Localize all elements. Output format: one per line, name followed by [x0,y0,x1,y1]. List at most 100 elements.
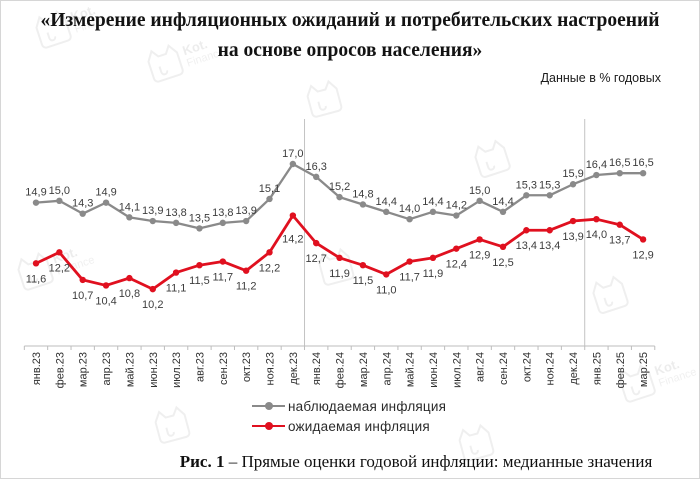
x-axis-label: ноя.24 [545,352,557,385]
data-point-expected-inflation [523,227,530,234]
data-label-expected-inflation: 11,2 [236,281,257,293]
data-point-observed-inflation [429,208,437,216]
figure-caption: Рис. 1 – Прямые оценки годовой инфляции:… [1,452,699,472]
data-label-observed-inflation: 16,5 [609,157,630,169]
data-label-expected-inflation: 12,4 [446,259,467,271]
x-axis-label: мар.24 [358,352,370,387]
x-axis-label: май.23 [124,352,136,387]
data-label-expected-inflation: 13,7 [609,235,630,247]
data-point-observed-inflation [593,171,600,179]
data-point-expected-inflation [639,236,647,243]
figure-caption-number: Рис. 1 [179,452,225,471]
data-label-expected-inflation: 12,2 [259,262,280,274]
data-point-observed-inflation [32,199,40,206]
data-point-expected-inflation [499,243,507,250]
data-label-observed-inflation: 13,9 [142,205,163,217]
data-point-expected-inflation [336,254,343,262]
chart-legend: наблюдаемая инфляция ожидаемая инфляция [1,397,699,435]
x-axis-label: дек.23 [288,352,300,385]
data-label-expected-inflation: 12,7 [305,253,326,265]
data-label-observed-inflation: 15,0 [49,185,70,197]
x-axis-label: дек.24 [568,352,580,385]
data-label-observed-inflation: 14,4 [492,196,513,208]
data-label-observed-inflation: 15,3 [539,179,560,191]
data-label-expected-inflation: 10,7 [72,290,93,302]
x-axis-label: май.24 [405,352,417,387]
data-label-expected-inflation: 11,6 [26,273,47,285]
data-label-expected-inflation: 10,2 [142,299,163,311]
data-point-expected-inflation [616,221,623,228]
data-label-observed-inflation: 14,9 [25,187,46,199]
data-label-expected-inflation: 12,9 [632,249,653,261]
data-point-expected-inflation [359,262,367,269]
watermark-kot-finance [309,244,357,291]
data-point-expected-inflation [219,258,226,265]
data-label-observed-inflation: 14,1 [119,201,140,213]
x-axis-label: сен.24 [498,352,510,385]
data-point-observed-inflation [406,216,413,223]
x-axis-label: ноя.23 [265,352,277,385]
data-point-observed-inflation [289,160,297,168]
data-point-observed-inflation [313,173,320,181]
data-point-expected-inflation [453,245,460,252]
cat-logo-icon [318,247,355,286]
data-point-observed-inflation [569,181,577,188]
data-label-observed-inflation: 15,9 [562,168,583,180]
data-label-expected-inflation: 10,8 [119,288,140,300]
data-label-expected-inflation: 11,0 [376,284,397,296]
data-point-observed-inflation [336,193,343,201]
data-point-expected-inflation [546,227,553,234]
data-point-expected-inflation [32,260,40,267]
data-point-observed-inflation [453,212,460,219]
x-axis-label: авг.24 [475,352,487,382]
data-point-expected-inflation [196,262,203,269]
cat-logo-icon [306,79,343,118]
legend-item-observed: наблюдаемая инфляция [252,397,448,415]
data-point-expected-inflation [383,271,390,278]
data-label-expected-inflation: 11,9 [329,268,350,280]
watermark-kot-finance [297,76,345,123]
data-label-observed-inflation: 17,0 [282,148,303,160]
data-label-expected-inflation: 12,2 [49,262,70,274]
x-axis-label: апр.23 [101,352,113,385]
legend-line-sample-red [252,422,285,431]
data-point-observed-inflation [56,197,63,204]
cat-logo-icon [474,139,511,178]
legend-marker-icon [265,402,273,411]
watermark-kot-finance [582,272,632,321]
data-label-expected-inflation: 13,4 [516,240,537,252]
data-label-observed-inflation: 14,4 [376,196,397,208]
legend-item-expected: ожидаемая инфляция [252,417,448,435]
data-label-expected-inflation: 13,4 [539,240,560,252]
data-point-observed-inflation [639,170,647,177]
x-axis-label: янв.24 [311,352,323,385]
x-axis-label: июл.24 [451,352,463,388]
legend-marker-icon [265,422,273,431]
data-point-observed-inflation [149,217,156,225]
data-point-observed-inflation [476,197,483,204]
data-point-expected-inflation [242,267,250,274]
data-label-observed-inflation: 15,0 [469,185,490,197]
data-label-expected-inflation: 10,4 [95,295,116,307]
data-label-expected-inflation: 11,7 [399,272,420,284]
data-point-expected-inflation [149,285,156,293]
x-axis-label: фев.23 [54,352,66,388]
data-label-expected-inflation: 11,5 [353,275,374,287]
x-axis-label: сен.23 [218,352,230,385]
data-label-observed-inflation: 16,3 [305,161,326,173]
data-label-observed-inflation: 15,2 [329,181,350,193]
x-axis-label: янв.23 [31,352,43,385]
chart-title-line1: «Измерение инфляционных ожиданий и потре… [40,10,660,31]
watermark-kot-finance: Kot. Finance [609,347,699,409]
data-label-observed-inflation: 14,2 [446,200,467,212]
cat-logo-icon [619,364,656,403]
x-axis-label: фев.24 [335,352,347,388]
data-point-observed-inflation [383,208,390,216]
data-point-expected-inflation [56,249,63,256]
x-axis-label: июн.23 [148,352,160,388]
data-point-observed-inflation [126,214,133,221]
data-point-expected-inflation [313,239,320,247]
chart-title-line2: на основе опросов населения» [217,40,483,61]
data-point-observed-inflation [499,208,507,216]
cat-logo-icon [592,275,629,314]
